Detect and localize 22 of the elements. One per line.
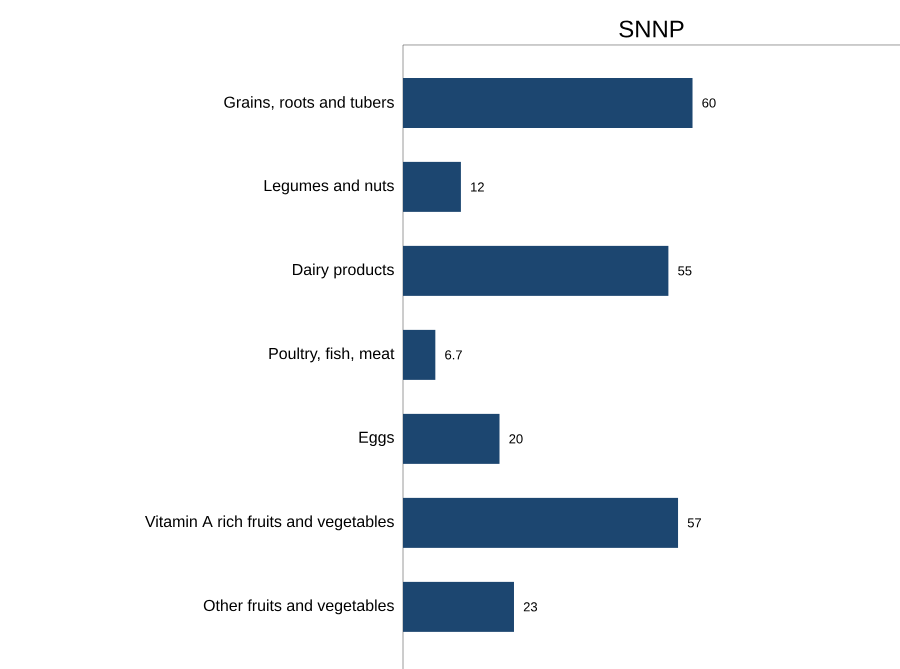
bar <box>403 330 436 380</box>
y-tick-label: Other fruits and vegetables <box>204 599 394 614</box>
y-tick-label: Eggs <box>359 432 394 446</box>
bar <box>403 78 693 128</box>
data-label: 55 <box>678 266 692 276</box>
y-tick-label: Vitamin A rich fruits and vegetables <box>144 515 394 530</box>
y-tick-label: Dairy products <box>293 263 394 278</box>
data-label: 20 <box>509 434 523 444</box>
bar <box>403 498 678 548</box>
y-tick-label: Legumes and nuts <box>264 180 394 194</box>
bar <box>403 162 461 212</box>
data-label: 23 <box>524 602 538 612</box>
y-tick-label: Grains, roots and tubers <box>224 96 394 110</box>
data-label: 12 <box>471 182 484 192</box>
bar <box>403 246 668 296</box>
chart-title: SNNP <box>619 20 684 38</box>
bar <box>403 582 514 632</box>
data-label: 57 <box>688 518 701 528</box>
data-label: 6.7 <box>445 350 462 360</box>
data-label: 60 <box>702 98 716 108</box>
bar <box>403 414 500 464</box>
y-tick-label: Poultry, fish, meat <box>269 347 394 362</box>
